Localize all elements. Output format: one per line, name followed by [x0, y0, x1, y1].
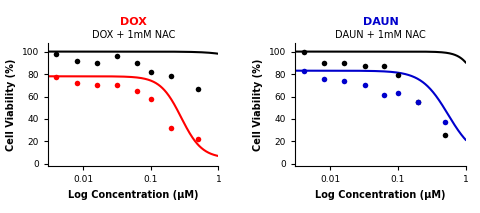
Point — [442, 121, 449, 124]
Text: DAUN: DAUN — [362, 17, 398, 27]
Y-axis label: Cell Viability (%): Cell Viability (%) — [253, 58, 264, 151]
Text: DOX + 1mM NAC: DOX + 1mM NAC — [92, 30, 175, 40]
Point — [133, 89, 141, 93]
Point — [320, 77, 328, 80]
Point — [147, 97, 155, 101]
Text: DOX: DOX — [120, 17, 147, 27]
Point — [194, 137, 202, 141]
Point — [300, 50, 307, 53]
Point — [114, 83, 121, 87]
Point — [394, 73, 402, 77]
Point — [168, 75, 175, 78]
Text: DAUN + 1mM NAC: DAUN + 1mM NAC — [335, 30, 426, 40]
Point — [415, 100, 422, 104]
Point — [381, 65, 388, 68]
Point — [340, 79, 348, 82]
Point — [93, 61, 101, 65]
Point — [147, 70, 155, 73]
Point — [73, 59, 81, 62]
Point — [442, 133, 449, 136]
Point — [320, 61, 328, 65]
Point — [340, 61, 348, 65]
Point — [73, 81, 81, 85]
Point — [53, 76, 60, 79]
Point — [194, 87, 202, 90]
Point — [53, 52, 60, 56]
X-axis label: Log Concentration (μM): Log Concentration (μM) — [68, 190, 198, 200]
Point — [394, 91, 402, 95]
X-axis label: Log Concentration (μM): Log Concentration (μM) — [315, 190, 445, 200]
Point — [300, 69, 307, 72]
Point — [361, 65, 369, 68]
Point — [93, 83, 101, 87]
Point — [114, 54, 121, 58]
Point — [168, 126, 175, 130]
Point — [415, 100, 422, 104]
Point — [361, 83, 369, 87]
Point — [381, 94, 388, 97]
Y-axis label: Cell Viability (%): Cell Viability (%) — [6, 58, 16, 151]
Point — [133, 61, 141, 65]
